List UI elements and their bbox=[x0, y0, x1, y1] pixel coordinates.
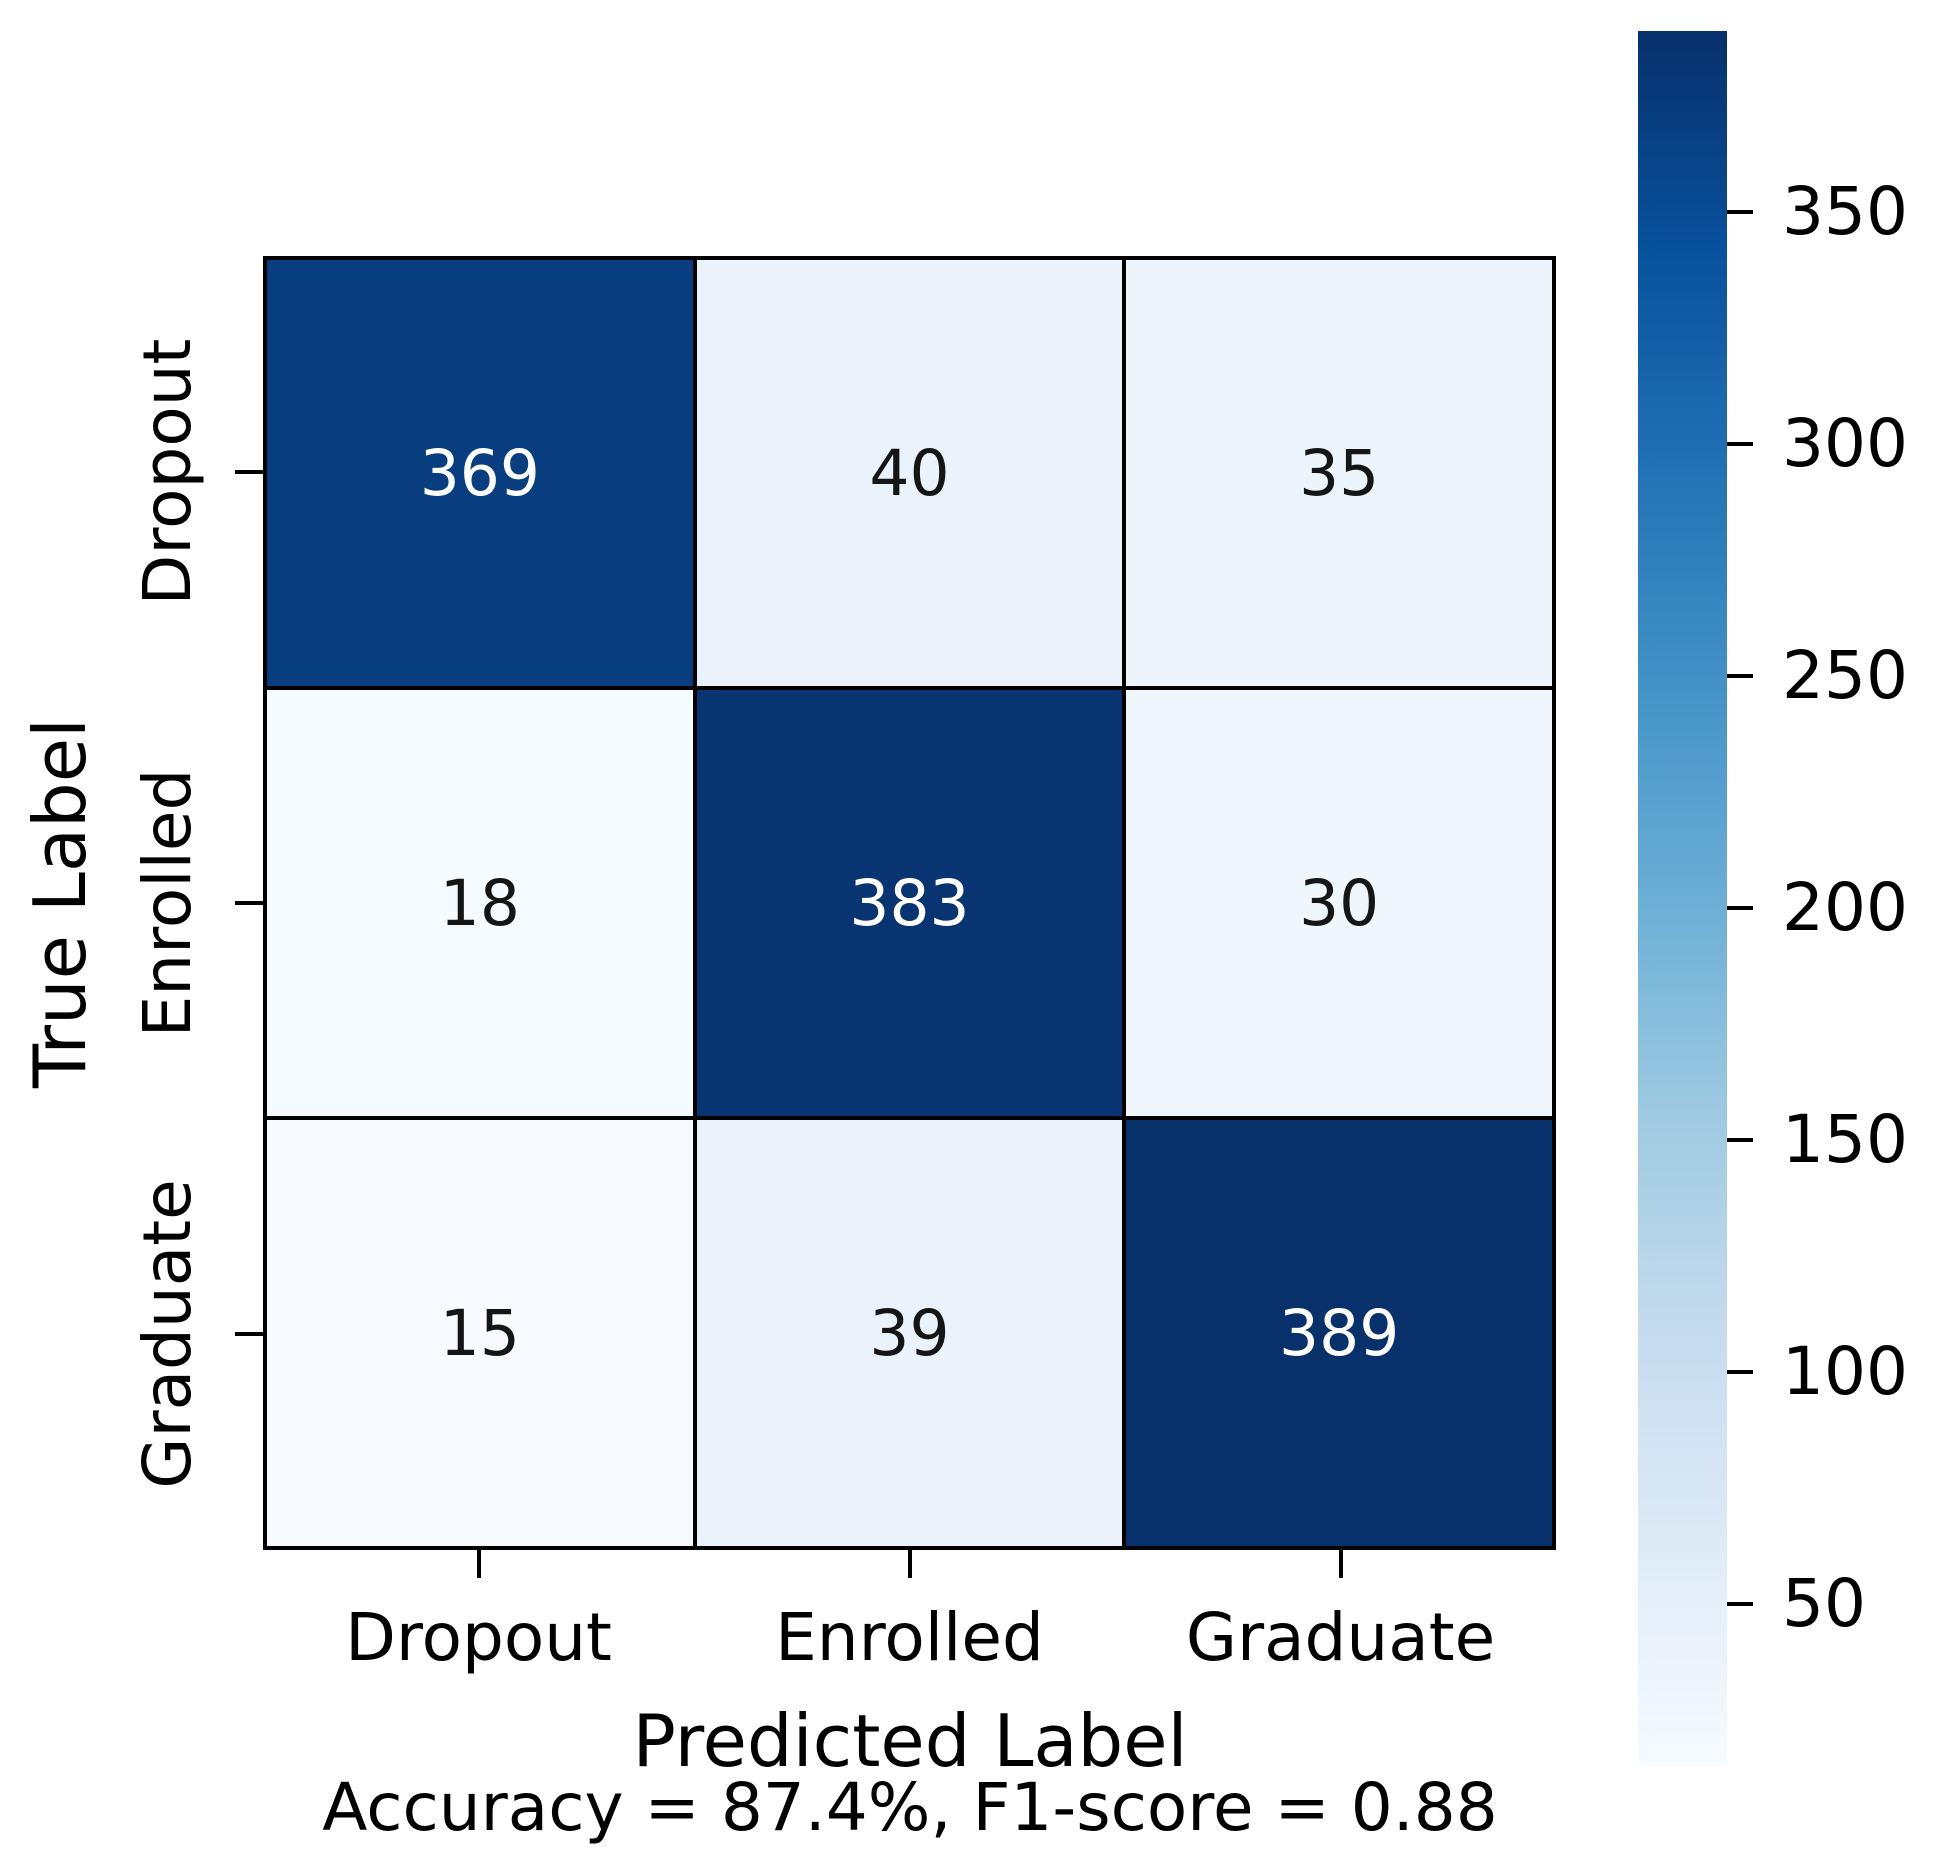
cell-value: 369 bbox=[419, 436, 540, 510]
metrics-caption: Accuracy = 87.4%, F1-score = 0.88 bbox=[322, 1769, 1498, 1846]
y-tick-label: Enrolled bbox=[129, 768, 206, 1038]
heatmap-cell: 35 bbox=[1126, 260, 1552, 686]
y-tick-mark bbox=[235, 901, 263, 905]
heatmap-grid: 369 40 35 18 383 30 15 39 389 bbox=[263, 256, 1556, 1550]
y-tick-label: Graduate bbox=[129, 1179, 206, 1490]
heatmap-cell: 39 bbox=[696, 1120, 1123, 1546]
x-axis-label: Predicted Label bbox=[632, 1699, 1188, 1783]
colorbar-tick-mark bbox=[1727, 905, 1753, 910]
colorbar-tick-label: 200 bbox=[1782, 868, 1908, 946]
heatmap-cell: 369 bbox=[267, 260, 693, 686]
x-tick-mark bbox=[476, 1550, 481, 1578]
colorbar-tick-label: 300 bbox=[1782, 404, 1908, 482]
colorbar-tick-mark bbox=[1727, 1369, 1753, 1374]
colorbar-tick-mark bbox=[1727, 673, 1753, 678]
heatmap-cell: 30 bbox=[1126, 690, 1552, 1116]
colorbar-tick-mark bbox=[1727, 1137, 1753, 1142]
heatmap-cell: 15 bbox=[267, 1120, 693, 1546]
y-tick-mark bbox=[235, 1332, 263, 1337]
heatmap-cell: 383 bbox=[696, 690, 1123, 1116]
y-tick-label: Dropout bbox=[129, 338, 206, 606]
colorbar-tick-label: 100 bbox=[1782, 1332, 1908, 1410]
x-tick-label: Dropout bbox=[345, 1599, 612, 1676]
x-tick-label: Enrolled bbox=[775, 1599, 1044, 1676]
cell-value: 35 bbox=[1299, 436, 1380, 510]
colorbar-tick-mark bbox=[1727, 1601, 1753, 1606]
cell-value: 15 bbox=[439, 1296, 520, 1370]
heatmap-cell: 389 bbox=[1126, 1120, 1552, 1546]
colorbar-tick-label: 250 bbox=[1782, 636, 1908, 714]
cell-value: 40 bbox=[869, 436, 950, 510]
cell-value: 39 bbox=[869, 1296, 950, 1370]
cell-value: 30 bbox=[1299, 866, 1380, 940]
x-tick-mark bbox=[1338, 1550, 1343, 1578]
cell-value: 389 bbox=[1279, 1296, 1400, 1370]
colorbar-gradient bbox=[1638, 31, 1727, 1766]
y-tick-mark bbox=[235, 469, 263, 474]
heatmap-cell: 18 bbox=[267, 690, 693, 1116]
cell-value: 383 bbox=[849, 866, 970, 940]
colorbar-tick-mark bbox=[1727, 209, 1753, 214]
x-tick-label: Graduate bbox=[1185, 1599, 1496, 1676]
colorbar-tick-mark bbox=[1727, 441, 1753, 446]
y-axis-label: True Label bbox=[18, 717, 102, 1089]
colorbar-tick-label: 350 bbox=[1782, 172, 1908, 250]
x-tick-mark bbox=[907, 1550, 912, 1578]
cell-value: 18 bbox=[439, 866, 520, 940]
colorbar-tick-label: 150 bbox=[1782, 1100, 1908, 1178]
heatmap-cell: 40 bbox=[696, 260, 1123, 686]
colorbar-tick-label: 50 bbox=[1782, 1564, 1866, 1642]
